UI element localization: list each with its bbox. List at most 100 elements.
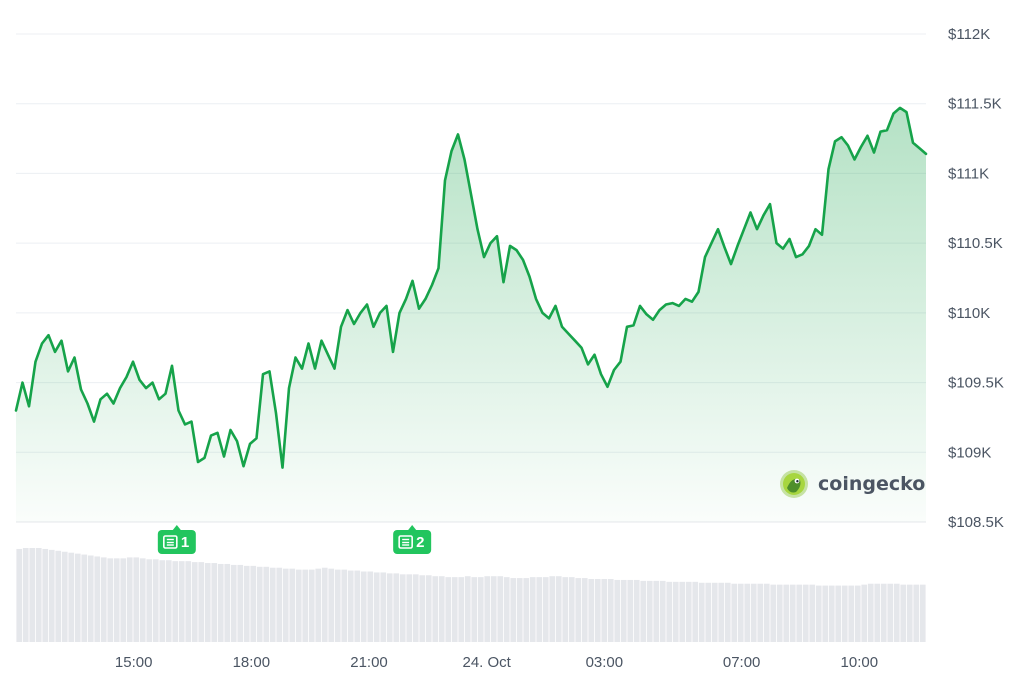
- volume-bar: [113, 558, 120, 642]
- volume-bar: [737, 583, 744, 642]
- volume-bar: [770, 584, 777, 642]
- volume-bar: [477, 577, 484, 642]
- y-tick-label: $111K: [948, 165, 989, 182]
- volume-bar: [906, 584, 913, 642]
- volume-bar: [81, 554, 88, 642]
- volume-bar: [94, 556, 101, 642]
- volume-bar: [35, 548, 42, 642]
- volume-bar: [744, 583, 751, 642]
- volume-bar: [854, 585, 861, 642]
- volume-bar: [458, 577, 465, 642]
- volume-bar: [419, 575, 426, 642]
- volume-bar: [789, 584, 796, 642]
- volume-bar: [698, 582, 705, 642]
- volume-bar: [510, 578, 517, 642]
- volume-bar: [640, 580, 647, 642]
- volume-bar: [867, 583, 874, 642]
- volume-bar: [685, 581, 692, 642]
- volume-bar: [178, 561, 185, 642]
- volume-bar: [29, 548, 36, 642]
- volume-bar: [217, 563, 224, 642]
- volume-bar: [828, 585, 835, 642]
- volume-bar: [146, 559, 153, 642]
- volume-bar: [282, 568, 289, 642]
- volume-bar: [919, 584, 926, 642]
- volume-bar: [516, 578, 523, 642]
- volume-bar: [360, 571, 367, 642]
- volume-bar: [204, 563, 211, 642]
- volume-bar: [172, 561, 179, 642]
- badge-pointer: [408, 525, 417, 530]
- volume-bar: [581, 578, 588, 642]
- volume-bar: [568, 577, 575, 642]
- volume-bar: [659, 580, 666, 642]
- volume-bar: [614, 579, 621, 642]
- news-badge[interactable]: 2: [393, 525, 432, 554]
- y-tick-label: $110K: [948, 305, 990, 322]
- volume-bar: [107, 558, 114, 642]
- volume-bar: [211, 563, 218, 642]
- volume-bar: [230, 564, 237, 642]
- price-line: [14, 106, 928, 469]
- volume-bar: [503, 577, 510, 642]
- volume-bar: [796, 584, 803, 642]
- news-badge[interactable]: 1: [157, 525, 196, 554]
- volume-bar: [757, 583, 764, 642]
- volume-bar: [354, 570, 361, 642]
- volume-bar: [451, 577, 458, 642]
- volume-bar: [484, 576, 491, 642]
- volume-bar: [48, 549, 55, 642]
- volume-bar: [848, 585, 855, 642]
- x-tick-label: 10:00: [841, 654, 879, 671]
- volume-bar: [705, 582, 712, 642]
- volume-bar: [243, 565, 250, 642]
- volume-bar: [724, 582, 731, 642]
- volume-bar: [627, 579, 634, 642]
- x-axis-labels: 15:00 18:00 21:00 24. Oct 03:00 07:00 10:00: [115, 654, 878, 671]
- volume-bar: [809, 584, 816, 642]
- gecko-logo-icon: [780, 470, 808, 498]
- volume-bar: [711, 582, 718, 642]
- volume-bar: [497, 576, 504, 642]
- volume-bar: [289, 568, 296, 642]
- volume-bars: [16, 548, 926, 642]
- coingecko-branding[interactable]: coingecko: [780, 470, 925, 498]
- volume-bar: [425, 575, 432, 642]
- volume-bar: [776, 584, 783, 642]
- volume-bar: [380, 572, 387, 642]
- volume-bar: [666, 581, 673, 642]
- volume-bar: [334, 569, 341, 642]
- volume-bar: [159, 560, 166, 642]
- volume-bar: [87, 555, 94, 642]
- brand-name: coingecko: [818, 473, 925, 495]
- volume-bar: [887, 583, 894, 642]
- volume-bar: [386, 573, 393, 642]
- volume-bar: [679, 581, 686, 642]
- volume-bar: [295, 569, 302, 642]
- volume-bar: [224, 563, 231, 642]
- volume-bar: [276, 567, 283, 642]
- volume-bar: [529, 577, 536, 642]
- x-tick-label: 21:00: [350, 654, 388, 671]
- volume-bar: [393, 573, 400, 642]
- volume-bar: [302, 569, 309, 642]
- volume-bar: [549, 576, 556, 642]
- volume-bar: [347, 570, 354, 642]
- volume-bar: [913, 584, 920, 642]
- volume-bar: [861, 584, 868, 642]
- volume-bar: [542, 577, 549, 642]
- volume-bar: [672, 581, 679, 642]
- price-area-fill: [16, 107, 926, 523]
- volume-bar: [263, 566, 270, 642]
- volume-bar: [308, 569, 315, 642]
- volume-bar: [269, 567, 276, 642]
- newspaper-icon: [398, 535, 413, 549]
- volume-bar: [367, 571, 374, 642]
- volume-bar: [341, 569, 348, 642]
- volume-bar: [750, 583, 757, 642]
- x-tick-label: 15:00: [115, 654, 153, 671]
- volume-bar: [718, 582, 725, 642]
- volume-bar: [490, 576, 497, 642]
- volume-bar: [633, 579, 640, 642]
